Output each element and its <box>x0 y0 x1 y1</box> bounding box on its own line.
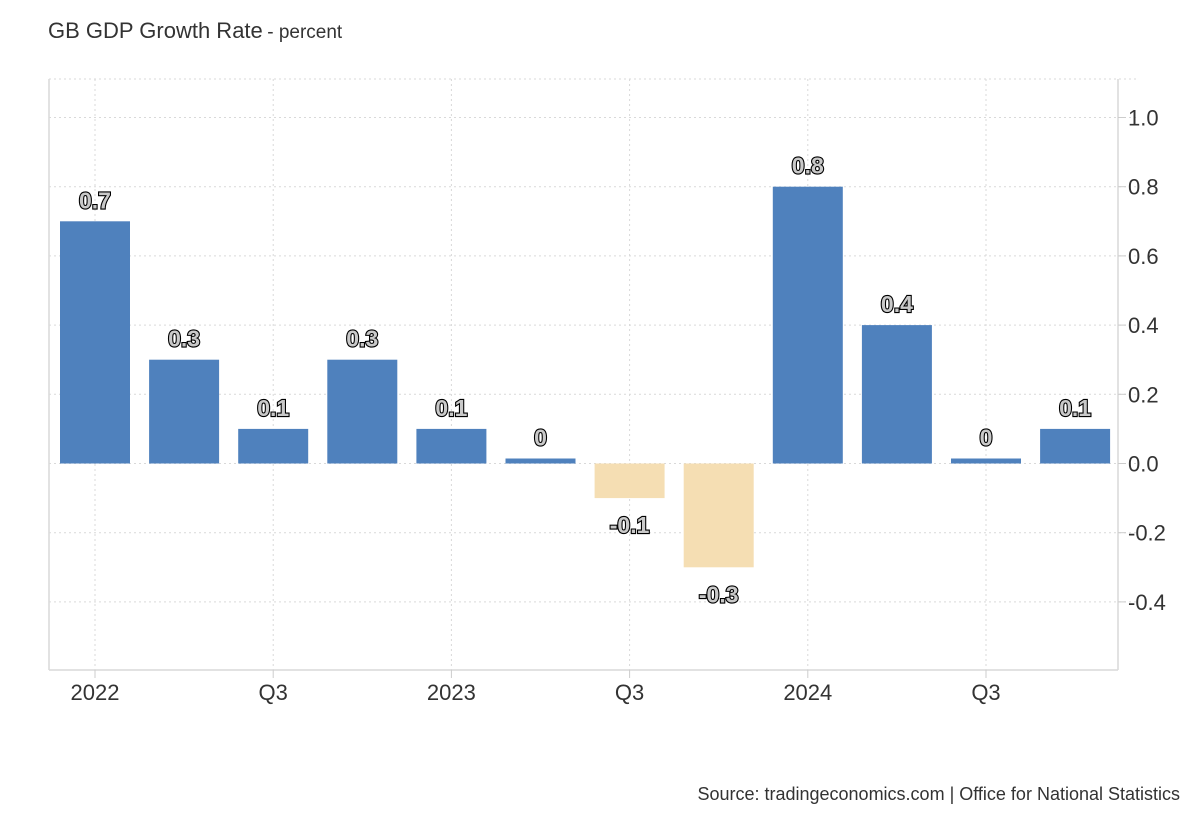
x-tick-label: 2024 <box>783 680 832 705</box>
x-tick-label: 2022 <box>71 680 120 705</box>
chart-title: GB GDP Growth Rate <box>48 18 263 43</box>
y-tick-label: 0.6 <box>1128 244 1159 269</box>
y-axis: 1.0 0.8 0.6 0.4 0.2 0.0 -0.2 -0.4 <box>1118 106 1166 615</box>
data-label: 0.3 <box>168 326 200 352</box>
data-label: 0.8 <box>792 153 824 179</box>
data-label: -0.1 <box>610 512 650 538</box>
data-label: 0.1 <box>435 395 467 421</box>
y-tick-label: 1.0 <box>1128 106 1159 131</box>
y-tick-label: -0.2 <box>1128 521 1166 546</box>
x-tick-label: Q3 <box>259 680 288 705</box>
data-label: 0.1 <box>1059 395 1091 421</box>
data-label: 0.1 <box>257 395 289 421</box>
gridlines <box>48 78 1138 671</box>
bar <box>416 428 487 464</box>
data-label: -0.3 <box>699 581 739 607</box>
bar <box>1040 428 1111 464</box>
bar <box>505 458 576 464</box>
bars <box>60 186 1111 568</box>
data-label: 0.3 <box>346 326 378 352</box>
data-label: 0.7 <box>79 187 111 213</box>
data-label: 0 <box>980 425 993 451</box>
bar <box>60 221 130 464</box>
source-note: Source: tradingeconomics.com | Office fo… <box>697 784 1180 804</box>
bar <box>594 463 665 499</box>
bar <box>683 463 754 568</box>
data-labels: 0.7 0.3 0.1 0.3 0.1 0 -0.1 -0.3 0.8 0.4 0 0.1 <box>78 152 1092 609</box>
x-tick-label: Q3 <box>971 680 1000 705</box>
x-axis: 2022 Q3 2023 Q3 2024 Q3 <box>71 670 1001 705</box>
bar <box>327 359 398 464</box>
x-tick-label: 2023 <box>427 680 476 705</box>
y-tick-label: -0.4 <box>1128 590 1166 615</box>
data-label: 0 <box>534 425 547 451</box>
bar <box>772 186 843 464</box>
chart-title-block: GB GDP Growth Rate - percent <box>48 18 342 44</box>
bar <box>238 428 309 464</box>
y-tick-label: 0.8 <box>1128 175 1159 200</box>
y-tick-label: 0.2 <box>1128 382 1159 407</box>
x-tick-label: Q3 <box>615 680 644 705</box>
bar <box>861 325 932 464</box>
bar <box>149 359 220 464</box>
bar <box>951 458 1021 464</box>
data-label: 0.4 <box>881 291 913 317</box>
chart-unit: - percent <box>267 22 343 43</box>
y-tick-label: 0.0 <box>1128 452 1159 477</box>
y-tick-label: 0.4 <box>1128 313 1159 338</box>
bar-chart: 0.7 0.3 0.1 0.3 0.1 0 -0.1 -0.3 0.8 0.4 0 0.1 1.0 0.… <box>48 78 1166 705</box>
